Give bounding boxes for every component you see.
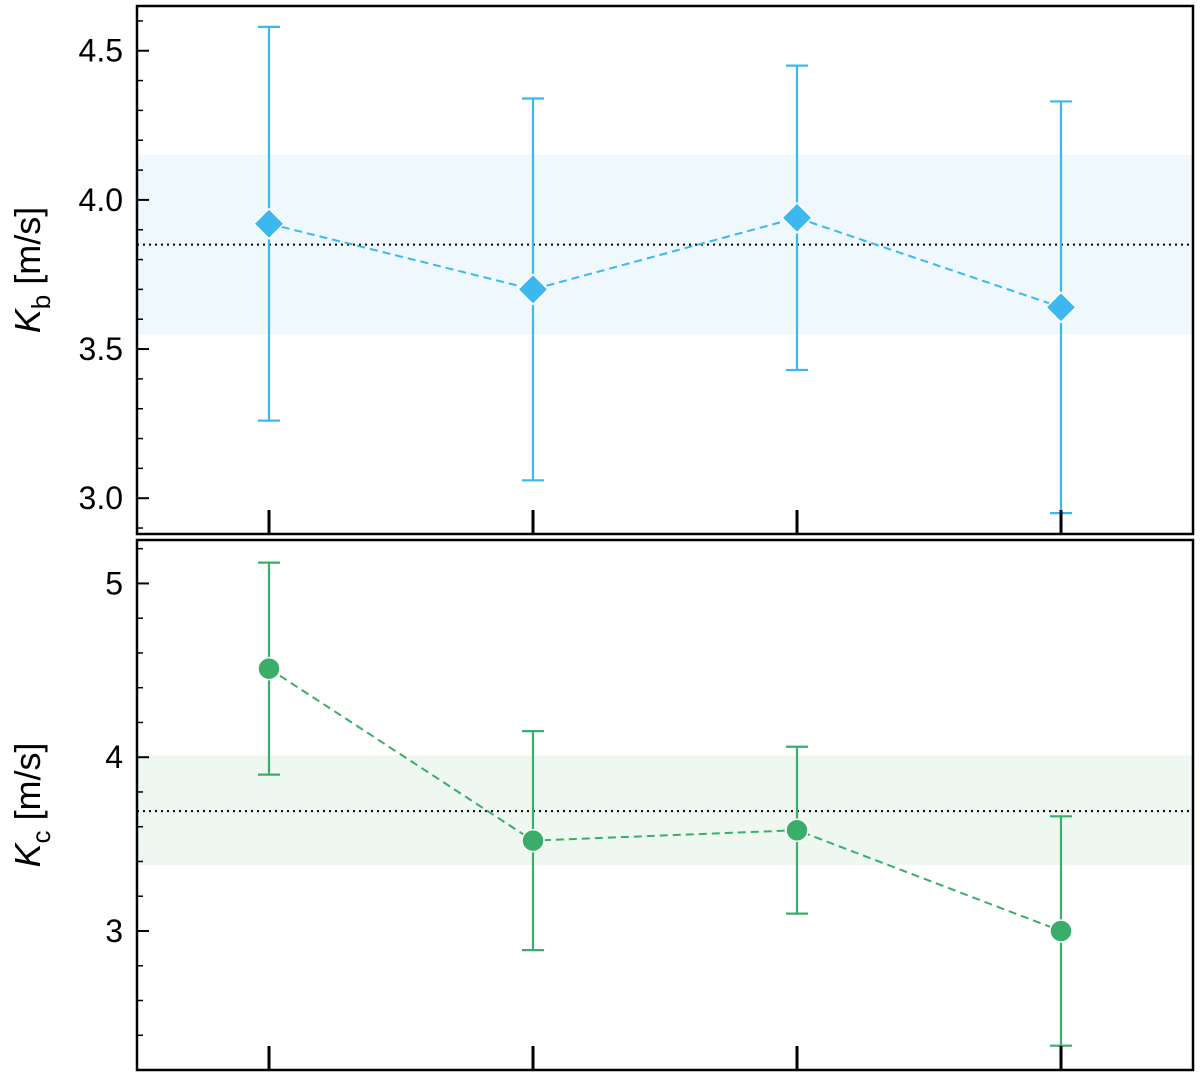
ylabel-subscript: c	[26, 831, 56, 844]
ylabel-subscript: b	[26, 295, 56, 309]
y-tick-label: 3.0	[79, 480, 123, 516]
panel-top-ylabel: Kb [m/s]	[7, 207, 56, 334]
panel-top: 3.0 3.5 4.0 4.5 Kb [m/s]	[7, 4, 1195, 536]
y-tick-label: 3.5	[79, 331, 123, 367]
y-tick-label: 4.0	[79, 182, 123, 218]
ylabel-symbol: K	[7, 842, 48, 868]
series-line	[268, 216, 1062, 309]
data-point	[785, 818, 809, 842]
data-point	[1049, 919, 1073, 943]
y-tick-label: 4	[105, 739, 123, 775]
data-point	[1044, 291, 1078, 324]
ylabel-unit: [m/s]	[7, 207, 48, 285]
data-point	[521, 828, 545, 853]
y-tick-label: 4.5	[79, 33, 123, 69]
data-point	[780, 201, 814, 234]
panel-top-frame	[135, 4, 1195, 536]
y-tick-label: 3	[105, 913, 123, 949]
data-point	[257, 656, 281, 681]
panel-bottom-frame	[135, 538, 1195, 1072]
data-point	[516, 273, 550, 306]
panel-bottom-ylabel: Kc [m/s]	[7, 742, 56, 867]
series-line	[268, 667, 1062, 932]
ylabel-unit: [m/s]	[7, 742, 48, 820]
panel-bottom: 3 4 5 Kc [m/s]	[7, 538, 1195, 1072]
y-tick-label: 5	[105, 565, 123, 601]
data-point	[252, 207, 286, 240]
ylabel-symbol: K	[7, 307, 48, 333]
